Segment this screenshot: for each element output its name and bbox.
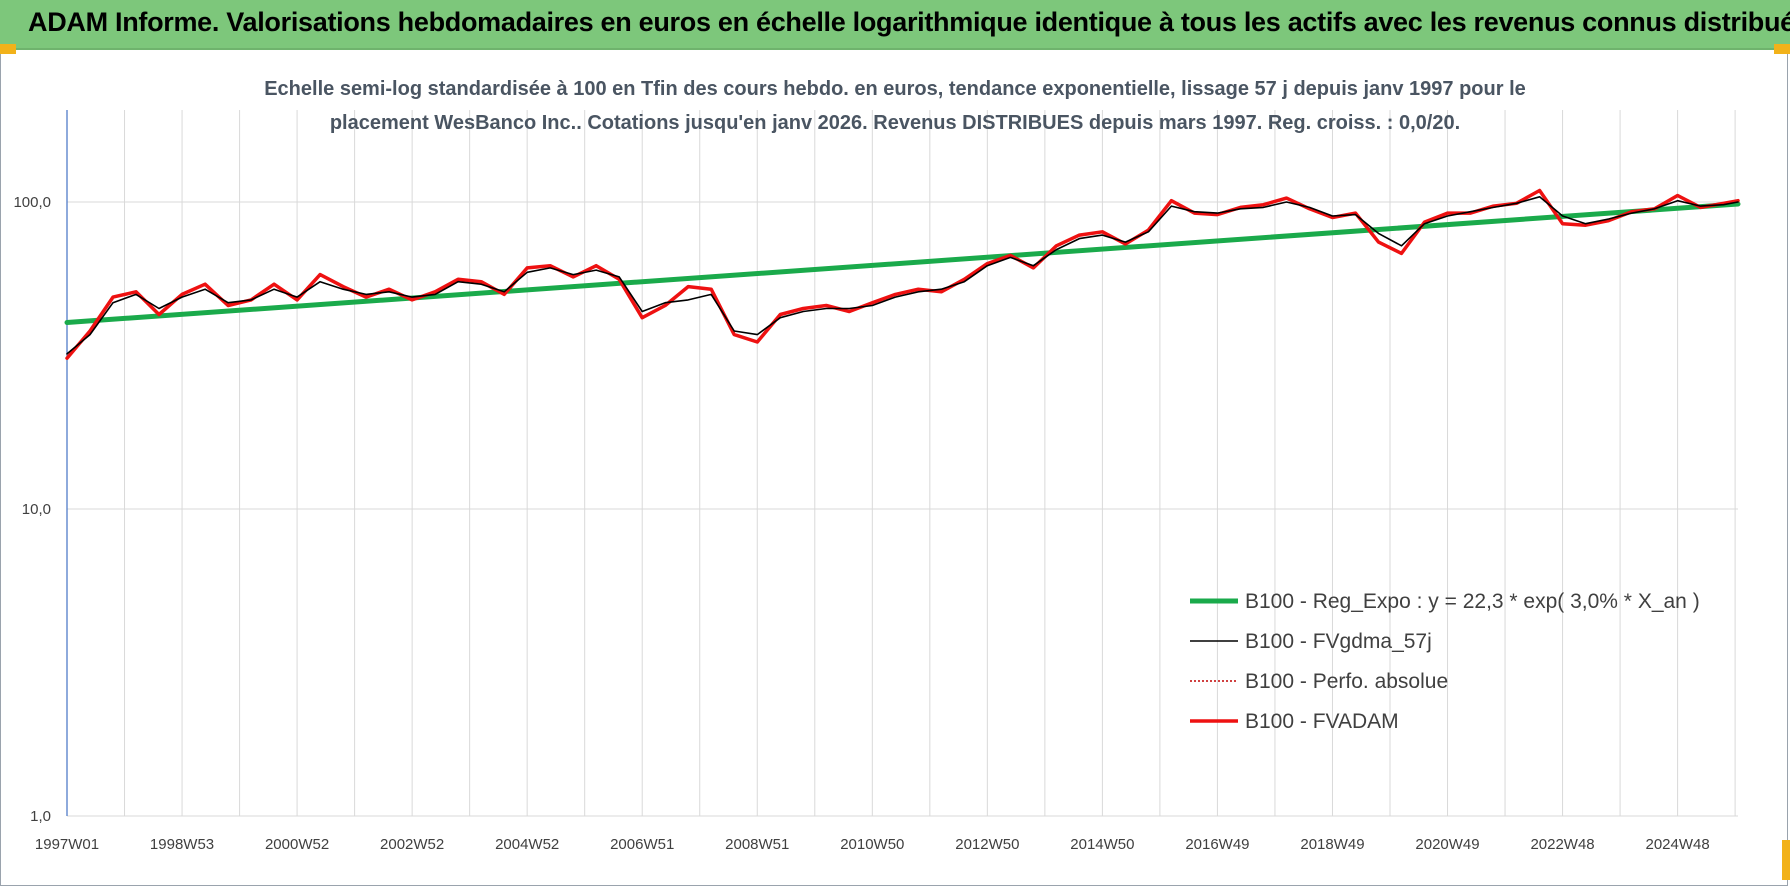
corner-marker-bottom-right [1782, 840, 1790, 880]
x-tick-label: 2000W52 [265, 836, 329, 853]
series-line-reg [64, 201, 1741, 325]
x-tick-label: 2022W48 [1530, 836, 1594, 853]
legend-label-smooth: B100 - FVgdma_57j [1245, 630, 1432, 653]
x-tick-label: 2006W51 [610, 836, 674, 853]
page-title: ADAM Informe. Valorisations hebdomadaire… [28, 7, 1790, 37]
x-tick-label: 2002W52 [380, 836, 444, 853]
x-tick-label: 2010W50 [840, 836, 904, 853]
x-tick-label: 2016W49 [1185, 836, 1249, 853]
grid [67, 110, 1738, 817]
x-tick-label: 2024W48 [1645, 836, 1709, 853]
header-bar: ADAM Informe. Valorisations hebdomadaire… [0, 0, 1790, 50]
y-tick-label: 10,0 [22, 501, 51, 518]
x-tick-label: 1998W53 [150, 836, 214, 853]
x-tick-label: 2020W49 [1415, 836, 1479, 853]
axes: 1,0 10,0 100,0 1997W01 1998W53 2000W52 2002W52… [13, 110, 1710, 853]
corner-marker-top-right [1774, 44, 1790, 54]
x-tick-label: 2012W50 [955, 836, 1019, 853]
x-tick-label: 2014W50 [1070, 836, 1134, 853]
y-tick-label: 1,0 [30, 808, 51, 825]
series-line-smooth [66, 196, 1739, 355]
legend-label-fvadam: B100 - FVADAM [1245, 710, 1399, 733]
corner-marker-top-left [0, 44, 16, 54]
x-tick-label: 1997W01 [35, 836, 99, 853]
legend-label-perfo: B100 - Perfo. absolue [1245, 670, 1448, 693]
chart-title-line: placement WesBanco Inc.. Cotations jusqu… [330, 112, 1460, 134]
y-tick-label: 100,0 [13, 194, 51, 211]
series-line-fvadam [65, 188, 1740, 360]
series [64, 188, 1741, 360]
chart-title-line: Echelle semi-log standardisée à 100 en T… [264, 78, 1526, 100]
legend-label-reg: B100 - Reg_Expo : y = 22,3 * exp( 3,0% *… [1245, 590, 1700, 613]
chart-title: Echelle semi-log standardisée à 100 en T… [264, 78, 1526, 134]
x-tick-label: 2018W49 [1300, 836, 1364, 853]
x-tick-label: 2004W52 [495, 836, 559, 853]
x-tick-label: 2008W51 [725, 836, 789, 853]
legend: B100 - Reg_Expo : y = 22,3 * exp( 3,0% *… [1190, 590, 1700, 733]
